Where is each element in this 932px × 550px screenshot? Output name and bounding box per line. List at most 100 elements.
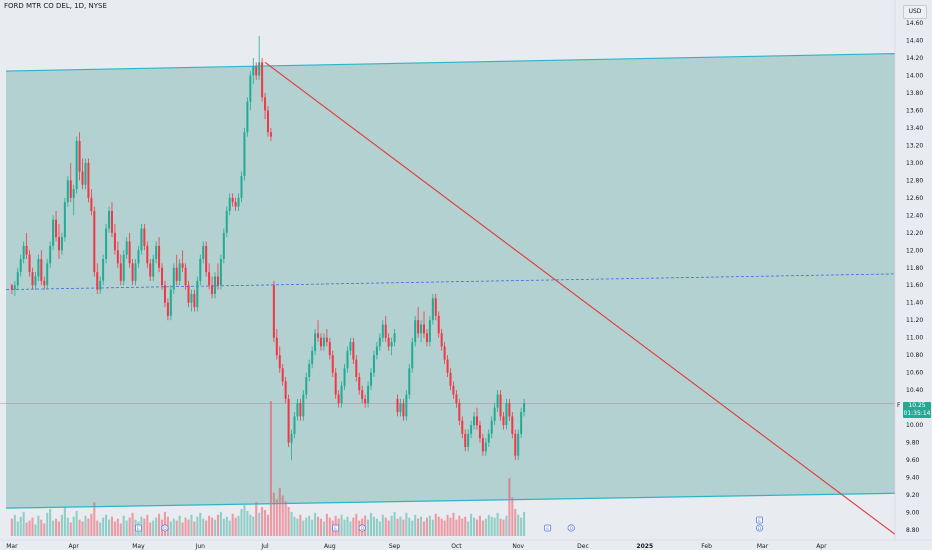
volume-bar <box>169 521 172 536</box>
event-marker-label: D <box>360 526 364 532</box>
candle-body <box>517 433 520 456</box>
x-axis-panel <box>0 540 932 550</box>
volume-bar <box>31 517 34 536</box>
volume-bar <box>163 511 166 536</box>
candle-body <box>175 267 178 281</box>
event-marker-label: E <box>334 526 337 532</box>
volume-bar <box>81 521 84 536</box>
candle-body <box>355 359 358 378</box>
y-tick-label: 14.00 <box>906 72 923 79</box>
volume-bar <box>393 511 396 536</box>
x-tick-label: May <box>132 543 145 550</box>
candle-body <box>475 416 478 426</box>
volume-bar <box>340 514 343 536</box>
volume-bar <box>228 520 231 536</box>
candle-body <box>514 433 517 456</box>
y-tick-label: 12.80 <box>906 177 923 184</box>
x-tick-label: Apr <box>69 543 80 550</box>
volume-bar <box>317 516 320 536</box>
volume-bar <box>396 518 399 536</box>
candle-body <box>113 232 116 251</box>
y-tick-label: 13.00 <box>906 160 923 167</box>
volume-bar <box>399 516 402 536</box>
volume-bar <box>172 518 175 536</box>
candle-body <box>161 267 164 286</box>
candle-body <box>478 425 481 439</box>
volume-bar <box>473 517 476 536</box>
volume-bar <box>249 514 252 536</box>
candle-body <box>449 372 452 386</box>
x-tick-label: Dec <box>577 543 589 550</box>
volume-bar <box>452 512 455 536</box>
candle-body <box>420 324 423 334</box>
candle-body <box>520 411 523 434</box>
y-tick-label: 11.40 <box>906 300 923 307</box>
y-tick-label: 8.80 <box>906 527 920 534</box>
candle-body <box>152 259 155 277</box>
channel-lower-line <box>5 492 896 509</box>
volume-bar <box>49 509 52 536</box>
candle-body <box>228 197 231 211</box>
volume-bar <box>523 511 526 536</box>
candle-body <box>10 285 13 290</box>
volume-bar <box>240 509 243 536</box>
candle-body <box>184 267 187 286</box>
candle-body <box>231 197 234 203</box>
candle-body <box>275 337 278 356</box>
volume-bar <box>417 518 420 536</box>
volume-bar <box>302 520 305 536</box>
volume-bar <box>349 521 352 536</box>
volume-bar <box>60 514 63 536</box>
candle-body <box>411 342 414 369</box>
volume-bar <box>63 507 66 536</box>
channel-fill <box>6 53 895 509</box>
volume-bar <box>55 518 58 536</box>
y-tick-label: 9.60 <box>906 457 920 464</box>
volume-bar <box>281 495 284 536</box>
volume-bar <box>505 515 508 536</box>
candle-body <box>225 210 228 233</box>
candle-body <box>311 350 314 364</box>
candle-body <box>37 259 40 277</box>
event-marker-label: E <box>546 526 549 532</box>
dividend-marker <box>358 524 366 532</box>
y-tick-label: 14.20 <box>906 55 923 62</box>
candle-body <box>19 259 22 273</box>
volume-bar <box>202 518 205 536</box>
volume-bar <box>487 514 490 536</box>
volume-bar <box>449 517 452 536</box>
y-tick-label: 12.20 <box>906 230 923 237</box>
volume-bar <box>222 518 225 536</box>
y-tick-label: 14.60 <box>906 20 923 27</box>
candle-body <box>296 403 299 417</box>
candle-body <box>378 337 381 347</box>
candle-body <box>334 372 337 395</box>
dividend-marker <box>755 524 764 532</box>
currency-button[interactable]: USD <box>903 5 927 19</box>
candle-body <box>93 210 96 273</box>
candle-body <box>208 272 211 286</box>
y-tick-label: 11.60 <box>906 282 923 289</box>
candle-body <box>408 368 411 395</box>
candle-body <box>461 420 464 434</box>
volume-bar <box>325 513 328 536</box>
candle-body <box>78 141 81 172</box>
candle-body <box>52 219 55 246</box>
x-tick-label: Aug <box>324 543 336 550</box>
volume-bar <box>261 507 264 536</box>
candle-body <box>146 245 149 264</box>
candle-body <box>34 276 37 286</box>
y-tick-label: 9.20 <box>906 492 920 499</box>
event-marker-label: D <box>163 526 167 532</box>
volume-bar <box>93 502 96 536</box>
volume-bar <box>378 521 381 536</box>
volume-bar <box>369 512 373 536</box>
volume-bar <box>107 519 111 536</box>
candle-body <box>234 202 237 207</box>
candle-body <box>131 263 134 281</box>
y-tick-label: 14.40 <box>906 37 923 44</box>
volume-bar <box>411 520 414 536</box>
volume-bar <box>25 522 28 536</box>
y-tick-label: 12.60 <box>906 195 923 202</box>
